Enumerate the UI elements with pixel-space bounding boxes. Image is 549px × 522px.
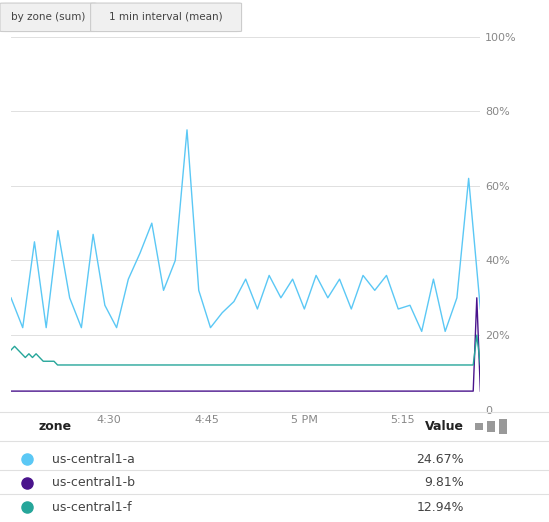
Bar [475, 423, 483, 430]
Text: 1 min interval (mean): 1 min interval (mean) [109, 12, 223, 22]
Text: zone: zone [38, 420, 71, 433]
Text: us-central1-b: us-central1-b [52, 476, 135, 489]
Text: Value: Value [425, 420, 464, 433]
Text: 24.67%: 24.67% [416, 453, 464, 466]
Bar [487, 421, 495, 432]
Text: 9.81%: 9.81% [424, 476, 464, 489]
Text: us-central1-f: us-central1-f [52, 501, 132, 514]
FancyBboxPatch shape [0, 3, 96, 31]
Text: us-central1-a: us-central1-a [52, 453, 135, 466]
FancyBboxPatch shape [91, 3, 242, 31]
Text: 12.94%: 12.94% [416, 501, 464, 514]
Bar [499, 419, 507, 434]
Text: by zone (sum): by zone (sum) [11, 12, 85, 22]
